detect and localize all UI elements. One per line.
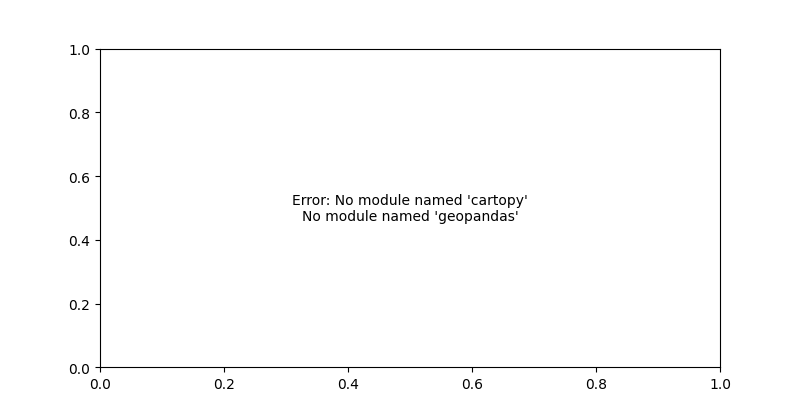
Text: Error: No module named 'cartopy'
No module named 'geopandas': Error: No module named 'cartopy' No modu… [292, 194, 528, 223]
